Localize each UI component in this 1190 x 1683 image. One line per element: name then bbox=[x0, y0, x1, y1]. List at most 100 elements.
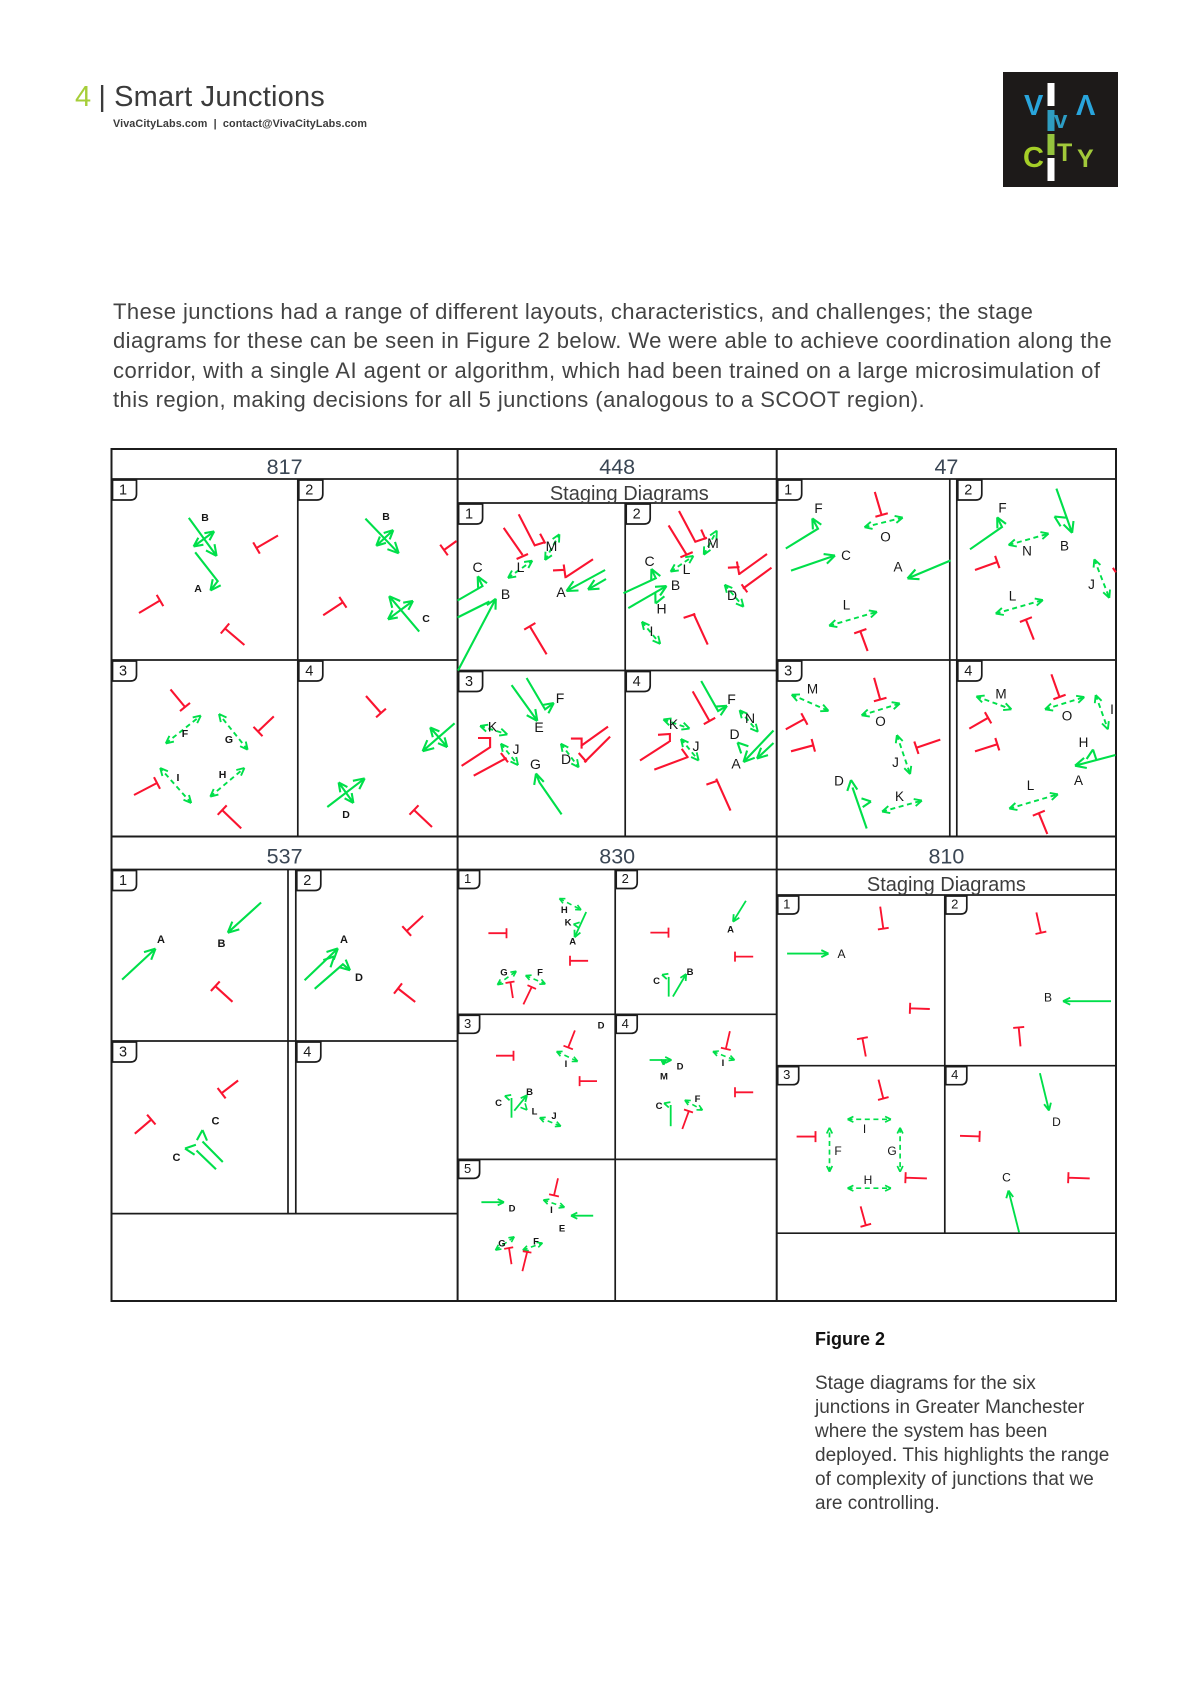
svg-text:G: G bbox=[498, 1239, 505, 1250]
svg-text:A: A bbox=[157, 934, 165, 946]
svg-text:F: F bbox=[834, 1144, 841, 1158]
svg-text:J: J bbox=[892, 755, 899, 770]
svg-text:K: K bbox=[895, 789, 904, 804]
svg-text:L: L bbox=[683, 561, 691, 577]
svg-text:F: F bbox=[727, 691, 736, 707]
svg-text:1: 1 bbox=[119, 483, 127, 499]
svg-text:G: G bbox=[887, 1144, 896, 1158]
svg-text:I: I bbox=[650, 623, 654, 639]
svg-text:I: I bbox=[1110, 702, 1114, 717]
svg-text:B: B bbox=[671, 577, 680, 593]
svg-text:K: K bbox=[669, 716, 679, 732]
svg-text:D: D bbox=[677, 1062, 684, 1073]
svg-text:F: F bbox=[533, 1237, 539, 1248]
svg-text:4: 4 bbox=[964, 664, 972, 680]
svg-text:B: B bbox=[1044, 991, 1052, 1005]
svg-text:C: C bbox=[1023, 142, 1044, 174]
svg-text:Staging Diagrams: Staging Diagrams bbox=[550, 483, 709, 505]
svg-text:I: I bbox=[177, 772, 180, 784]
svg-text:L: L bbox=[1027, 778, 1035, 793]
svg-text:H: H bbox=[561, 905, 568, 916]
svg-text:A: A bbox=[837, 947, 845, 961]
svg-text:B: B bbox=[501, 586, 510, 602]
svg-text:v: v bbox=[1054, 107, 1068, 134]
svg-text:I: I bbox=[550, 1205, 553, 1216]
svg-text:A: A bbox=[1074, 773, 1083, 788]
svg-text:B: B bbox=[201, 512, 209, 524]
svg-text:Y: Y bbox=[1077, 145, 1094, 173]
svg-text:D: D bbox=[729, 726, 739, 742]
svg-text:448: 448 bbox=[599, 455, 635, 479]
svg-text:D: D bbox=[561, 751, 571, 767]
svg-text:D: D bbox=[1052, 1115, 1061, 1129]
svg-text:3: 3 bbox=[784, 664, 792, 680]
svg-text:T: T bbox=[1057, 139, 1072, 167]
svg-text:C: C bbox=[472, 559, 482, 575]
svg-text:2: 2 bbox=[622, 871, 629, 886]
svg-text:F: F bbox=[537, 968, 543, 979]
svg-text:F: F bbox=[814, 501, 822, 516]
svg-text:4: 4 bbox=[622, 1016, 629, 1031]
svg-text:M: M bbox=[660, 1072, 668, 1083]
svg-text:C: C bbox=[422, 613, 430, 625]
svg-text:L: L bbox=[517, 559, 525, 575]
svg-text:Λ: Λ bbox=[1076, 90, 1096, 122]
svg-text:L: L bbox=[843, 598, 851, 613]
svg-text:N: N bbox=[1022, 544, 1032, 559]
svg-text:3: 3 bbox=[783, 1067, 790, 1082]
svg-text:C: C bbox=[841, 548, 851, 563]
svg-text:I: I bbox=[863, 1122, 866, 1136]
svg-text:B: B bbox=[687, 967, 694, 978]
svg-text:3: 3 bbox=[119, 664, 127, 680]
svg-text:O: O bbox=[875, 714, 886, 729]
svg-text:Staging Diagrams: Staging Diagrams bbox=[867, 874, 1026, 896]
svg-text:47: 47 bbox=[934, 455, 958, 479]
svg-text:M: M bbox=[995, 687, 1006, 702]
svg-text:F: F bbox=[695, 1094, 701, 1105]
svg-text:2: 2 bbox=[964, 483, 972, 499]
svg-text:D: D bbox=[355, 972, 363, 984]
svg-text:M: M bbox=[546, 538, 558, 554]
svg-text:C: C bbox=[653, 976, 660, 987]
svg-text:817: 817 bbox=[267, 455, 303, 479]
svg-text:1: 1 bbox=[465, 507, 473, 523]
svg-text:B: B bbox=[1060, 539, 1069, 554]
svg-text:A: A bbox=[194, 583, 202, 595]
svg-text:1: 1 bbox=[783, 897, 790, 912]
svg-text:V: V bbox=[1024, 90, 1044, 122]
svg-text:2: 2 bbox=[951, 897, 958, 912]
svg-text:C: C bbox=[644, 553, 654, 569]
svg-text:F: F bbox=[182, 728, 189, 740]
svg-text:D: D bbox=[598, 1021, 605, 1032]
svg-text:2: 2 bbox=[305, 483, 313, 499]
svg-text:D: D bbox=[727, 587, 737, 603]
svg-text:J: J bbox=[513, 741, 520, 757]
svg-text:F: F bbox=[556, 690, 565, 706]
svg-text:H: H bbox=[864, 1173, 873, 1187]
svg-text:3: 3 bbox=[465, 674, 473, 690]
svg-text:M: M bbox=[807, 682, 818, 697]
svg-text:C: C bbox=[173, 1152, 181, 1164]
svg-text:1: 1 bbox=[464, 871, 471, 886]
svg-text:F: F bbox=[998, 501, 1006, 516]
svg-text:2: 2 bbox=[303, 873, 311, 889]
svg-text:L: L bbox=[532, 1107, 538, 1118]
svg-text:4: 4 bbox=[951, 1067, 958, 1082]
svg-text:E: E bbox=[559, 1224, 565, 1235]
svg-text:E: E bbox=[534, 719, 543, 735]
svg-text:K: K bbox=[565, 918, 572, 929]
svg-text:J: J bbox=[693, 738, 700, 754]
svg-text:I: I bbox=[722, 1058, 725, 1069]
svg-text:B: B bbox=[526, 1087, 533, 1098]
svg-text:H: H bbox=[656, 601, 666, 617]
svg-text:C: C bbox=[656, 1101, 663, 1112]
svg-text:J: J bbox=[1088, 577, 1095, 592]
svg-text:C: C bbox=[212, 1116, 220, 1128]
svg-text:M: M bbox=[707, 535, 719, 551]
svg-text:A: A bbox=[569, 937, 576, 948]
svg-text:1: 1 bbox=[784, 483, 792, 499]
svg-text:1: 1 bbox=[119, 873, 127, 889]
svg-text:2: 2 bbox=[633, 507, 641, 523]
svg-text:4: 4 bbox=[303, 1045, 311, 1061]
svg-text:D: D bbox=[509, 1204, 516, 1215]
